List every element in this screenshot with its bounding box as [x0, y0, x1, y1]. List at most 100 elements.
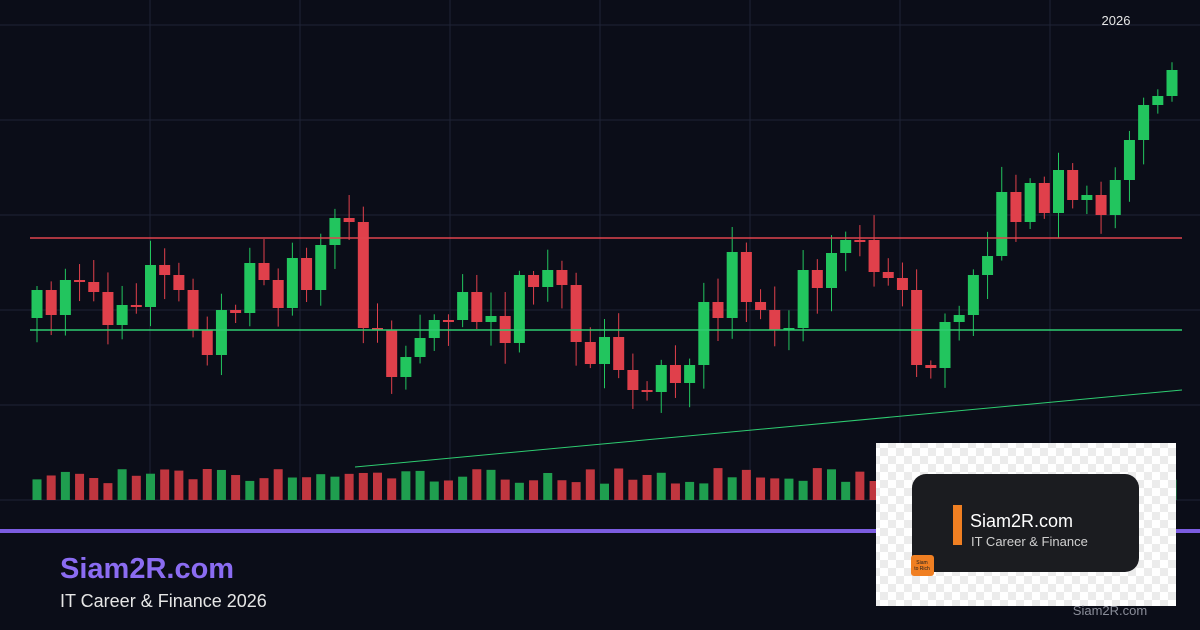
brand-subtitle: IT Career & Finance 2026 [60, 591, 267, 611]
candle-body [244, 263, 256, 313]
volume-bar [146, 473, 155, 500]
logo-icon-text: Siam [916, 560, 927, 566]
candle-body [414, 338, 426, 357]
volume-bar [571, 482, 581, 500]
volume-bar [458, 476, 468, 500]
volume-bar [827, 469, 836, 500]
candle-body [1038, 183, 1050, 213]
volume-bar [529, 480, 539, 500]
logo-icon-text: to Rich [914, 566, 930, 572]
candle-body [386, 330, 398, 377]
candle-body [826, 253, 837, 288]
candle-body [442, 320, 454, 322]
volume-bar [131, 475, 141, 500]
candle-body [868, 240, 880, 272]
volume-bar [812, 468, 822, 500]
candle-body [513, 275, 525, 343]
candle-body [1024, 183, 1036, 222]
candle-body [315, 245, 327, 290]
candle-body [88, 282, 100, 292]
candle-body [755, 302, 767, 310]
candle-body [1152, 96, 1164, 105]
volume-bar [117, 469, 127, 500]
volume-bar [344, 473, 354, 500]
volume-bar [231, 475, 241, 500]
candle-body [187, 290, 199, 330]
candle-body [811, 270, 823, 288]
candle-body [542, 270, 554, 287]
candle-body [471, 292, 483, 322]
volume-bar [855, 471, 865, 500]
volume-bar [798, 480, 808, 500]
volume-bar [174, 470, 184, 500]
candle-body [613, 337, 625, 370]
candle-body [726, 252, 738, 318]
candle-body [570, 285, 582, 342]
volume-bar [514, 482, 524, 500]
candle-body [428, 320, 440, 338]
volume-bar [387, 478, 397, 500]
candle-body [372, 328, 383, 330]
candle-body [655, 365, 667, 392]
volume-bar [557, 480, 567, 500]
candle-body [31, 290, 43, 318]
candle-body [1109, 180, 1121, 215]
trend-line [354, 389, 1183, 468]
candle-body [627, 370, 639, 390]
candle-body [528, 275, 540, 287]
volume-bar [415, 470, 425, 500]
logo-box [912, 474, 1139, 572]
candle-body [925, 365, 937, 368]
volume-bar [543, 472, 553, 500]
candle-body [116, 305, 128, 325]
volume-bar [486, 469, 496, 500]
candle-body [740, 252, 752, 302]
logo-tagline: IT Career & Finance [971, 534, 1088, 549]
candle-body [45, 290, 57, 315]
candle-body [1067, 170, 1079, 200]
candle-body [1138, 105, 1150, 140]
logo-card: Siam2R.com IT Career & Finance Siam to R… [876, 443, 1176, 606]
candle-body [896, 278, 908, 290]
volume-bar [160, 469, 170, 500]
year-label: 2026 [1102, 13, 1131, 28]
candle-body [854, 240, 866, 242]
candle-body [400, 357, 412, 377]
candle-body [797, 270, 809, 328]
candle-body [230, 310, 242, 313]
candle-body [982, 256, 994, 275]
watermark: Siam2R.com [1073, 603, 1147, 618]
divider [0, 529, 1200, 533]
candle-body [485, 316, 497, 322]
candle-body [301, 258, 313, 290]
candle-body [996, 192, 1008, 256]
candle-body [59, 280, 71, 315]
volume-bar [216, 469, 226, 500]
candle-body [698, 302, 710, 365]
candle-body [783, 328, 795, 330]
candle-body [584, 342, 596, 364]
volume-bar [273, 469, 283, 500]
volume-bar [358, 472, 368, 500]
volume-bar [600, 483, 609, 500]
candle-body [286, 258, 298, 308]
candle-body [201, 330, 213, 355]
logo-bar [953, 505, 962, 545]
volume-bar [699, 483, 709, 500]
candle-body [939, 322, 951, 368]
volume-bar [188, 479, 198, 500]
volume-bar [60, 471, 70, 500]
candle-body [882, 272, 894, 278]
candle-body [840, 240, 852, 253]
volume-bar [245, 480, 255, 500]
candle-body [641, 390, 653, 392]
volume-bar [628, 479, 638, 500]
candle-body [967, 275, 979, 315]
volume-bar [302, 477, 312, 500]
candle-body [599, 337, 610, 364]
volume-bar [500, 479, 510, 500]
volume-bar [287, 477, 297, 500]
volume-bar [656, 472, 666, 500]
